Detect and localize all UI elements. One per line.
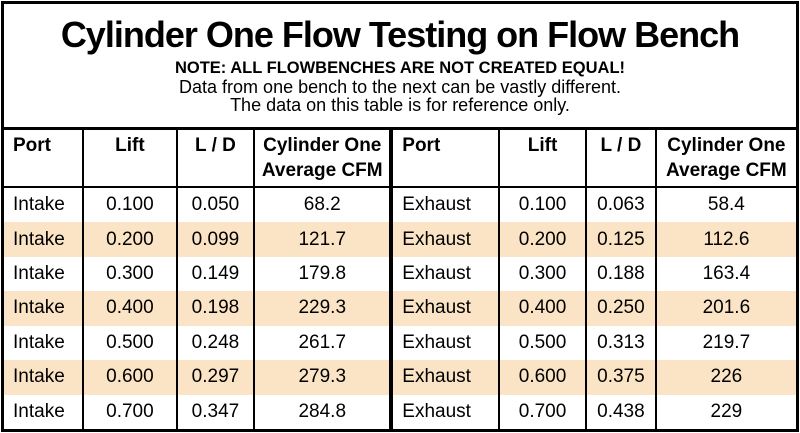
table-row: Intake 0.400 0.198 229.3 Exhaust 0.400 0… bbox=[4, 291, 796, 326]
cell-cfm: 112.6 bbox=[654, 222, 796, 257]
cell-port: Intake bbox=[13, 297, 65, 319]
cell-port: Exhaust bbox=[389, 291, 499, 326]
header-exhaust-port: Port bbox=[389, 128, 499, 188]
header-intake-lift: Lift bbox=[82, 128, 177, 188]
cell-port: Exhaust bbox=[389, 360, 499, 395]
cell-cfm: 279.3 bbox=[253, 360, 392, 395]
cell-cfm: 226 bbox=[654, 360, 796, 395]
header-exhaust-lift: Lift bbox=[497, 128, 587, 188]
header-exhaust-cfm: Cylinder One Average CFM bbox=[654, 128, 796, 188]
cell-lift: 0.300 bbox=[82, 256, 177, 292]
cell-port: Intake bbox=[13, 193, 65, 215]
cell-ld: 0.099 bbox=[175, 222, 255, 257]
table-header-row: Port Lift L / D Cylinder One Average CFM… bbox=[4, 128, 796, 188]
cell-cfm: 179.8 bbox=[253, 256, 392, 292]
cell-lift: 0.500 bbox=[497, 325, 587, 361]
flow-table: Port Lift L / D Cylinder One Average CFM… bbox=[4, 127, 796, 429]
cell-ld: 0.188 bbox=[585, 256, 656, 292]
cell-cfm: 201.6 bbox=[654, 291, 796, 326]
table-row: Intake 0.500 0.248 261.7 Exhaust 0.500 0… bbox=[4, 325, 796, 361]
table-row: Intake 0.600 0.297 279.3 Exhaust 0.600 0… bbox=[4, 360, 796, 395]
cell-lift: 0.100 bbox=[497, 186, 587, 223]
cell-cfm: 163.4 bbox=[654, 256, 796, 292]
cell-port: Intake bbox=[13, 331, 65, 353]
cell-port: Exhaust bbox=[389, 256, 499, 292]
cell-cfm: 121.7 bbox=[253, 222, 392, 257]
note-block: NOTE: ALL FLOWBENCHES ARE NOT CREATED EQ… bbox=[4, 59, 796, 114]
table-row: Intake 0.300 0.149 179.8 Exhaust 0.300 0… bbox=[4, 256, 796, 292]
cell-port: Exhaust bbox=[389, 186, 499, 223]
cell-cfm: 229.3 bbox=[253, 291, 392, 326]
cell-ld: 0.347 bbox=[175, 394, 255, 429]
cell-ld: 0.313 bbox=[585, 325, 656, 361]
cell-lift: 0.600 bbox=[497, 360, 587, 395]
cell-ld: 0.125 bbox=[585, 222, 656, 257]
note-line-3: The data on this table is for reference … bbox=[230, 95, 570, 115]
cell-cfm: 229 bbox=[654, 394, 796, 429]
cell-ld: 0.050 bbox=[175, 186, 255, 223]
cell-port: Exhaust bbox=[389, 222, 499, 257]
header-intake-cfm: Cylinder One Average CFM bbox=[253, 128, 392, 188]
cell-lift: 0.400 bbox=[82, 291, 177, 326]
cell-ld: 0.375 bbox=[585, 360, 656, 395]
header-intake-port: Port bbox=[4, 128, 84, 188]
cell-port: Exhaust bbox=[389, 325, 499, 361]
cell-lift: 0.300 bbox=[497, 256, 587, 292]
cell-port: Intake bbox=[13, 263, 65, 285]
cell-lift: 0.100 bbox=[82, 186, 177, 223]
table-row: Intake 0.100 0.050 68.2 Exhaust 0.100 0.… bbox=[4, 186, 796, 223]
cell-ld: 0.297 bbox=[175, 360, 255, 395]
note-line-2: Data from one bench to the next can be v… bbox=[179, 77, 621, 97]
cell-port: Exhaust bbox=[389, 394, 499, 429]
table-row: Intake 0.200 0.099 121.7 Exhaust 0.200 0… bbox=[4, 222, 796, 257]
note-headline: NOTE: ALL FLOWBENCHES ARE NOT CREATED EQ… bbox=[174, 59, 626, 77]
cell-cfm: 219.7 bbox=[654, 325, 796, 361]
cell-ld: 0.063 bbox=[585, 186, 656, 223]
cell-cfm: 58.4 bbox=[654, 186, 796, 223]
header-exhaust-ld: L / D bbox=[585, 128, 656, 188]
cell-lift: 0.200 bbox=[497, 222, 587, 257]
cell-lift: 0.700 bbox=[82, 394, 177, 429]
flow-table-area: Port Lift L / D Cylinder One Average CFM… bbox=[4, 127, 796, 429]
header-intake-ld: L / D bbox=[175, 128, 255, 188]
cell-ld: 0.248 bbox=[175, 325, 255, 361]
cell-lift: 0.600 bbox=[82, 360, 177, 395]
cell-port: Intake bbox=[13, 366, 65, 388]
table-row: Intake 0.700 0.347 284.8 Exhaust 0.700 0… bbox=[4, 394, 796, 429]
cell-ld: 0.438 bbox=[585, 394, 656, 429]
cell-ld: 0.198 bbox=[175, 291, 255, 326]
cell-lift: 0.400 bbox=[497, 291, 587, 326]
cell-port: Intake bbox=[13, 400, 65, 422]
page-title: Cylinder One Flow Testing on Flow Bench bbox=[60, 14, 740, 55]
cell-ld: 0.149 bbox=[175, 256, 255, 292]
cell-cfm: 261.7 bbox=[253, 325, 392, 361]
cell-lift: 0.200 bbox=[82, 222, 177, 257]
cell-lift: 0.700 bbox=[497, 394, 587, 429]
cell-cfm: 68.2 bbox=[253, 186, 392, 223]
cell-cfm: 284.8 bbox=[253, 394, 392, 429]
cell-ld: 0.250 bbox=[585, 291, 656, 326]
cell-lift: 0.500 bbox=[82, 325, 177, 361]
cell-port: Intake bbox=[13, 228, 65, 250]
